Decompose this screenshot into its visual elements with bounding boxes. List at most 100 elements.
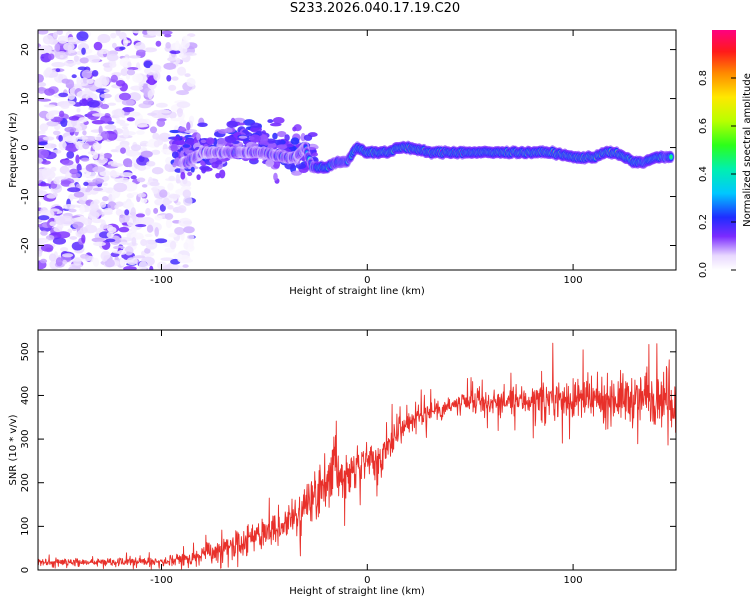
- noise-blob: [154, 198, 164, 206]
- noise-blob: [58, 140, 67, 151]
- transition-blob: [186, 121, 191, 131]
- noise-blob: [149, 265, 154, 270]
- noise-blob: [116, 119, 126, 124]
- noise-blob: [128, 92, 142, 102]
- noise-blob: [122, 106, 135, 113]
- noise-blob: [41, 167, 52, 177]
- noise-blob: [38, 45, 52, 52]
- noise-blob: [182, 264, 189, 268]
- transition-blob: [174, 140, 186, 146]
- noise-blob: [168, 84, 177, 91]
- noise-blob: [168, 193, 181, 199]
- transition-blob: [224, 127, 233, 133]
- transition-blob: [180, 150, 185, 158]
- noise-blob: [64, 135, 78, 144]
- noise-blob: [73, 55, 79, 62]
- noise-blob: [126, 69, 136, 76]
- noise-blob: [137, 124, 149, 128]
- noise-blob: [106, 131, 118, 141]
- noise-blob: [182, 196, 193, 206]
- transition-blob: [267, 119, 274, 124]
- noise-blob: [38, 183, 51, 187]
- noise-blob: [183, 242, 189, 250]
- noise-blob: [100, 93, 112, 99]
- noise-blob: [102, 76, 110, 86]
- noise-blob: [92, 187, 104, 192]
- noise-blob: [61, 253, 74, 258]
- transition-blob: [286, 143, 295, 148]
- noise-blob: [137, 165, 147, 171]
- noise-blob: [186, 234, 195, 240]
- noise-blob: [131, 192, 139, 196]
- transition-blob: [190, 166, 195, 173]
- snr-ytick-label: 400: [20, 386, 31, 405]
- noise-blob: [69, 168, 79, 175]
- noise-blob: [118, 226, 130, 233]
- noise-blob: [49, 208, 60, 212]
- noise-blob: [68, 115, 80, 121]
- noise-blob: [189, 239, 194, 250]
- noise-blob: [103, 89, 111, 93]
- noise-blob: [130, 175, 137, 180]
- snr-series-line: [38, 342, 676, 570]
- transition-blob: [182, 144, 191, 148]
- noise-blob: [132, 255, 146, 259]
- noise-blob: [169, 240, 177, 250]
- noise-blob: [154, 215, 163, 221]
- ridge-core: [669, 154, 673, 159]
- noise-blob: [64, 126, 77, 133]
- noise-blob: [149, 181, 160, 187]
- colorbar-tick-label: 0.2: [698, 214, 709, 230]
- noise-blob: [90, 200, 98, 211]
- noise-blob: [145, 239, 156, 244]
- noise-blob: [42, 34, 54, 45]
- noise-blob: [38, 250, 43, 257]
- noise-blob: [99, 201, 107, 208]
- spectrogram-xlabel: Height of straight line (km): [289, 286, 425, 297]
- noise-blob: [56, 231, 71, 239]
- noise-blob: [175, 57, 181, 64]
- transition-blob: [284, 134, 290, 142]
- noise-blob: [109, 61, 117, 68]
- transition-blob: [196, 132, 201, 141]
- spectrogram-ytick-label: 20: [20, 43, 31, 56]
- noise-blob: [52, 130, 61, 136]
- noise-blob: [110, 32, 117, 39]
- transition-blob: [291, 170, 303, 176]
- noise-blob: [167, 182, 174, 191]
- spectrogram-ytick-label: 10: [20, 92, 31, 105]
- noise-blob: [170, 117, 184, 122]
- noise-blob: [51, 61, 66, 68]
- colorbar-tick-label: 0.4: [698, 166, 709, 182]
- noise-blob: [92, 178, 105, 184]
- noise-blob: [156, 119, 166, 128]
- noise-blob: [114, 204, 119, 210]
- noise-blob: [131, 30, 143, 34]
- noise-blob: [113, 245, 125, 250]
- colorbar: 0.0 0.2 0.4 0.6 0.8 Normalized spectral ampli…: [698, 30, 750, 278]
- noise-blob: [66, 150, 75, 159]
- noise-blob: [110, 163, 124, 167]
- transition-blob: [272, 132, 278, 140]
- noise-blob: [110, 149, 118, 153]
- noise-blob: [38, 82, 47, 87]
- transition-blob: [312, 152, 318, 157]
- noise-blob: [138, 260, 148, 270]
- noise-blob: [105, 238, 116, 243]
- noise-blob: [76, 136, 89, 140]
- noise-blob: [100, 103, 110, 110]
- noise-blob: [124, 246, 134, 256]
- spectrogram-xtick-label: 100: [564, 275, 583, 286]
- noise-blob: [61, 159, 74, 166]
- noise-blob: [127, 67, 139, 71]
- noise-blob: [146, 160, 156, 167]
- noise-blob: [170, 264, 181, 269]
- noise-blob: [142, 100, 154, 105]
- noise-blob: [176, 90, 190, 96]
- noise-blob: [159, 189, 168, 198]
- noise-blob: [118, 92, 131, 101]
- noise-blob: [58, 134, 63, 142]
- noise-blob: [123, 265, 137, 270]
- noise-blob: [79, 98, 89, 107]
- noise-blob: [163, 62, 177, 70]
